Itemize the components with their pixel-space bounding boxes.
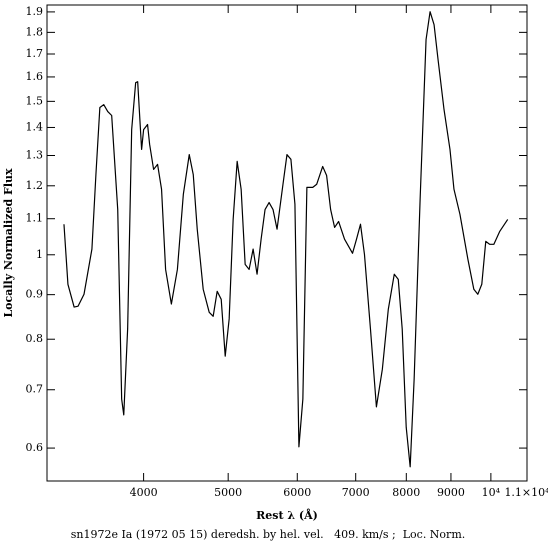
- x-axis-label: Rest λ (Å): [256, 508, 318, 522]
- y-tick-label: 1.3: [26, 149, 44, 162]
- y-tick-label: 1.7: [26, 47, 44, 60]
- x-tick-label: 1.1×10⁴: [504, 486, 548, 499]
- y-tick-label: 1: [36, 248, 43, 261]
- y-tick-label: 1.9: [26, 5, 44, 18]
- y-tick-label: 0.8: [26, 332, 44, 345]
- x-tick-label: 8000: [392, 486, 420, 499]
- x-tick-label: 9000: [437, 486, 465, 499]
- y-tick-label: 1.6: [26, 70, 44, 83]
- y-tick-label: 0.6: [26, 441, 44, 454]
- x-tick-label: 4000: [130, 486, 158, 499]
- x-tick-label: 10⁴: [482, 486, 501, 499]
- plot-frame: [46, 4, 528, 482]
- y-tick-label: 1.2: [26, 179, 44, 192]
- y-tick-label: 0.9: [26, 288, 44, 301]
- y-tick-label: 0.7: [26, 383, 44, 396]
- y-tick-label: 1.1: [26, 212, 44, 225]
- x-tick-label: 7000: [342, 486, 370, 499]
- x-tick-label: 6000: [283, 486, 311, 499]
- y-tick-label: 1.5: [26, 94, 44, 107]
- y-tick-label: 1.4: [26, 120, 44, 133]
- y-tick-label: 1.8: [26, 25, 44, 38]
- spectrum-line: [63, 11, 509, 468]
- x-tick-label: 5000: [214, 486, 242, 499]
- caption: sn1972e Ia (1972 05 15) deredsh. by hel.…: [71, 528, 466, 541]
- y-axis-label: Locally Normalized Flux: [2, 168, 15, 318]
